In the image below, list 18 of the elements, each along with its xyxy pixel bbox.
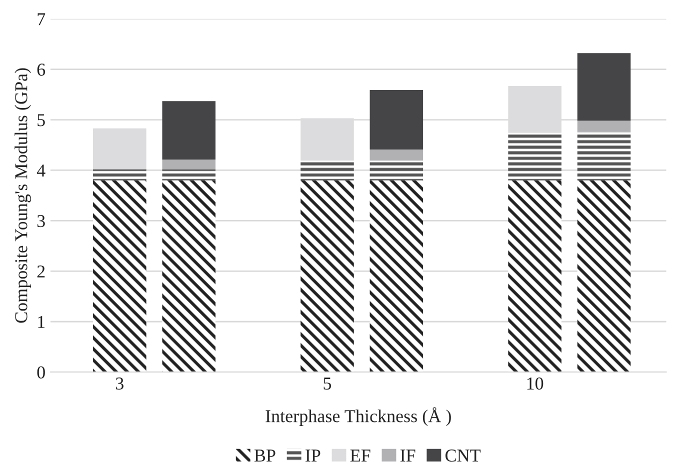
legend-label: IP — [306, 450, 320, 462]
x-axis-title: Interphase Thickness (Å ) — [266, 407, 451, 426]
y-tick-label: 7 — [38, 13, 46, 26]
legend-label: EF — [350, 450, 370, 462]
legend-label: CNT — [445, 450, 481, 462]
y-tick-label: 6 — [37, 64, 46, 76]
x-tick-label: 5 — [324, 378, 332, 390]
y-tick-label: 1 — [38, 316, 45, 328]
y-axis-title: Composite Young's Modulus (GPa) — [14, 68, 32, 323]
legend-label: IF — [400, 450, 416, 462]
y-tick-label: 4 — [36, 164, 46, 176]
y-tick-label: 5 — [38, 114, 45, 126]
x-tick-label: 10 — [527, 377, 544, 390]
x-tick-label: 3 — [116, 378, 124, 390]
y-tick-label: 2 — [37, 265, 45, 278]
y-tick-label: 3 — [37, 215, 45, 228]
legend-label: BP — [254, 450, 276, 462]
y-tick-label: 0 — [37, 366, 45, 379]
